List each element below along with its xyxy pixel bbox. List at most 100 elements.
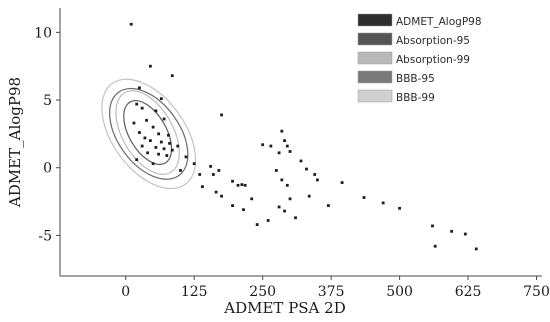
data-point	[159, 97, 163, 101]
data-point	[261, 143, 265, 147]
x-tick-label: 250	[249, 284, 276, 300]
data-point	[463, 232, 467, 236]
data-point	[162, 147, 166, 151]
data-point	[140, 144, 144, 148]
data-point	[236, 183, 240, 187]
ellipse-bbb-95	[123, 100, 173, 165]
data-point	[231, 179, 234, 183]
data-point	[220, 113, 223, 117]
data-point	[145, 118, 148, 122]
ellipse-absorption-95	[109, 87, 189, 180]
data-point	[192, 162, 196, 166]
data-point	[209, 164, 213, 168]
data-point	[162, 117, 166, 121]
data-point	[201, 185, 204, 189]
data-point	[283, 209, 286, 213]
x-tick-label: 625	[455, 284, 482, 300]
x-tick-label: 750	[523, 284, 550, 300]
data-point	[176, 144, 180, 148]
legend-swatch	[357, 89, 393, 103]
data-point	[285, 144, 289, 148]
data-point	[138, 131, 141, 134]
data-point	[269, 144, 273, 148]
axes: 0 125 250 375 500 625 750 -5 0 5 10 ADMET PSA 2D ADM…	[6, 8, 550, 317]
data-point	[154, 109, 158, 113]
data-point	[170, 74, 174, 78]
y-tick-label: 0	[43, 161, 52, 177]
data-point	[285, 183, 289, 187]
data-point	[381, 201, 385, 205]
data-point	[151, 162, 155, 166]
legend-swatch	[357, 32, 393, 46]
data-point	[250, 197, 254, 201]
y-tick-label: -5	[38, 228, 52, 244]
x-tick-label: 500	[386, 284, 413, 300]
data-point	[170, 148, 174, 152]
legend: ADMET_AlogP98 Absorption-95 Absorption-99 B…	[357, 13, 482, 104]
data-point	[316, 178, 319, 182]
data-point	[184, 155, 188, 159]
legend-label: Absorption-99	[396, 54, 470, 66]
data-point	[165, 154, 169, 157]
data-point	[340, 181, 344, 185]
data-point	[159, 140, 163, 144]
data-point	[146, 151, 150, 155]
data-point	[294, 216, 297, 220]
ellipse-bbb-99	[115, 90, 180, 175]
x-tick-label: 0	[121, 284, 130, 300]
data-point	[179, 169, 182, 172]
legend-swatch	[357, 70, 393, 84]
data-point	[288, 197, 292, 201]
legend-label: BBB-99	[396, 92, 435, 104]
data-point	[299, 159, 303, 163]
x-tick-label: 375	[318, 284, 345, 300]
data-point	[277, 151, 281, 155]
legend-label: Absorption-95	[396, 35, 470, 47]
y-tick-label: 10	[34, 25, 52, 41]
x-axis-title: ADMET PSA 2D	[223, 299, 345, 317]
data-point	[148, 64, 152, 68]
data-point	[198, 173, 202, 176]
data-point	[168, 141, 171, 145]
data-point	[214, 190, 218, 194]
data-point	[242, 208, 245, 212]
data-point	[211, 173, 215, 176]
data-point	[280, 129, 284, 133]
data-point	[140, 106, 144, 110]
data-point	[433, 244, 437, 248]
legend-swatch	[357, 51, 393, 65]
data-point	[474, 247, 478, 251]
x-tick-label: 125	[181, 284, 208, 300]
data-point	[288, 150, 292, 153]
data-point	[243, 183, 247, 187]
data-point	[151, 125, 155, 129]
y-axis-title: ADMET_AlogP98	[6, 77, 24, 208]
data-point	[313, 173, 317, 176]
y-tick-label: 5	[43, 93, 52, 109]
data-point	[398, 206, 401, 210]
data-point	[135, 158, 139, 161]
data-point	[240, 183, 244, 187]
data-point	[157, 152, 160, 156]
data-point	[255, 223, 259, 226]
legend-label: ADMET_AlogP98	[396, 16, 482, 28]
data-point	[431, 224, 434, 228]
confidence-ellipses	[101, 78, 197, 190]
data-point	[154, 146, 158, 149]
data-point	[307, 194, 311, 198]
data-point	[326, 204, 330, 208]
data-point	[266, 219, 270, 222]
data-point	[157, 132, 160, 136]
data-point	[143, 136, 147, 140]
data-point	[362, 196, 366, 199]
data-point	[283, 139, 286, 143]
data-point	[305, 167, 308, 171]
ellipse-absorption-99	[101, 78, 197, 190]
data-point	[129, 22, 133, 26]
data-point	[450, 229, 454, 233]
legend-swatch	[357, 13, 393, 27]
data-points	[129, 22, 478, 251]
data-point	[132, 121, 136, 125]
data-point	[148, 139, 152, 143]
